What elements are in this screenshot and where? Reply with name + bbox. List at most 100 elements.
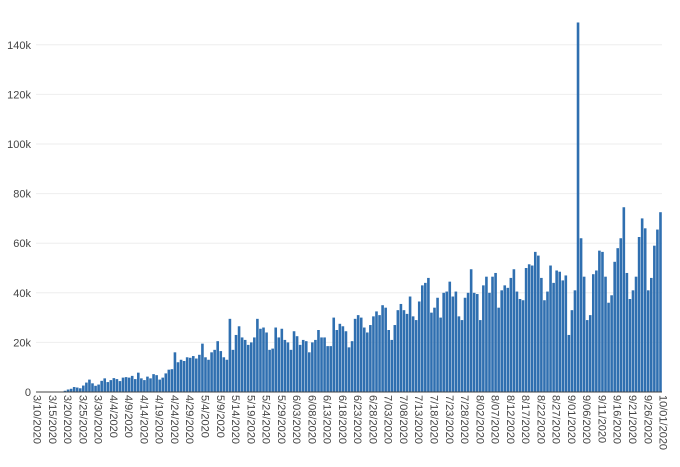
y-axis-ticks: 0 20k 40k 60k 80k 100k 120k 140k	[7, 40, 31, 399]
bar	[314, 339, 317, 392]
bar	[243, 339, 247, 392]
bar	[454, 291, 458, 392]
x-tick-label: 6/23/2020	[351, 395, 363, 444]
bar	[295, 336, 299, 392]
bar	[585, 320, 589, 392]
bar	[222, 357, 226, 392]
bar	[268, 349, 271, 392]
bar	[598, 250, 601, 392]
bar	[436, 297, 439, 392]
bar	[201, 343, 204, 392]
bar	[494, 272, 497, 392]
gridlines	[36, 44, 662, 343]
bar	[280, 328, 284, 392]
bar	[497, 307, 500, 392]
x-tick-label: 4/4/2020	[107, 395, 119, 438]
bar	[207, 359, 210, 392]
bar	[182, 361, 186, 392]
bar	[506, 287, 510, 392]
x-tick-label: 10/01/2020	[657, 395, 669, 450]
bar	[88, 379, 91, 392]
x-tick-label: 9/21/2020	[626, 395, 638, 444]
x-tick-label: 8/17/2020	[519, 395, 531, 444]
bar	[289, 349, 293, 392]
bar	[256, 318, 259, 392]
bar	[503, 285, 507, 392]
bar	[323, 337, 326, 392]
bar	[524, 268, 528, 392]
bar	[640, 218, 644, 392]
bar	[158, 379, 161, 392]
bar	[604, 276, 607, 392]
bar	[637, 237, 641, 392]
bar	[97, 384, 100, 392]
y-tick-label: 60k	[13, 238, 31, 250]
bar	[631, 290, 635, 392]
bar	[558, 271, 561, 392]
x-tick-label: 4/29/2020	[183, 395, 195, 444]
bar	[659, 212, 662, 392]
bar	[253, 337, 256, 392]
bar	[332, 317, 336, 392]
bar	[234, 334, 238, 392]
x-tick-label: 7/08/2020	[397, 395, 409, 444]
x-tick-label: 3/30/2020	[92, 395, 104, 444]
bar	[448, 281, 452, 392]
bar	[417, 301, 421, 392]
x-tick-label: 6/03/2020	[290, 395, 302, 444]
bar	[170, 369, 174, 392]
y-tick-label: 20k	[13, 337, 31, 349]
bar	[570, 310, 574, 392]
bar	[485, 276, 488, 392]
bar	[405, 313, 409, 392]
x-tick-label: 3/20/2020	[61, 395, 73, 444]
bar	[356, 315, 360, 392]
bar	[198, 354, 201, 392]
x-tick-label: 3/25/2020	[76, 395, 88, 444]
x-tick-label: 5/29/2020	[275, 395, 287, 444]
bar	[298, 344, 302, 392]
bar	[375, 311, 378, 392]
bar	[66, 389, 70, 392]
x-tick-label: 4/14/2020	[137, 395, 149, 444]
bar	[335, 330, 339, 392]
bar	[482, 285, 485, 392]
bar	[353, 318, 357, 392]
bar	[167, 369, 171, 392]
bar	[188, 357, 192, 392]
bar	[567, 334, 571, 392]
x-tick-label: 4/19/2020	[153, 395, 165, 444]
bar	[650, 277, 653, 392]
bar	[265, 332, 268, 392]
bar	[479, 320, 482, 392]
bar	[579, 238, 583, 392]
x-tick-label: 7/28/2020	[458, 395, 470, 444]
bar	[451, 296, 455, 392]
bar	[512, 269, 516, 392]
bar	[582, 276, 586, 392]
bar	[219, 351, 223, 392]
bar	[228, 318, 232, 392]
bar	[173, 352, 177, 392]
bar	[100, 380, 103, 392]
x-tick-label: 6/08/2020	[305, 395, 317, 444]
bar	[515, 291, 519, 392]
x-tick-label: 7/13/2020	[412, 395, 424, 444]
bar	[308, 352, 311, 392]
bar	[646, 290, 650, 392]
bar	[533, 251, 537, 392]
bar	[564, 275, 568, 392]
bar	[576, 22, 580, 392]
bar	[546, 291, 549, 392]
bar	[347, 347, 351, 392]
bar	[338, 323, 342, 392]
bar	[91, 383, 94, 392]
x-tick-label: 8/07/2020	[489, 395, 501, 444]
bar	[466, 292, 470, 392]
x-tick-label: 5/14/2020	[229, 395, 241, 444]
bar	[143, 380, 146, 392]
bar	[430, 312, 433, 392]
y-tick-label: 100k	[7, 139, 31, 151]
bar	[63, 390, 67, 392]
y-tick-label: 0	[25, 387, 31, 399]
